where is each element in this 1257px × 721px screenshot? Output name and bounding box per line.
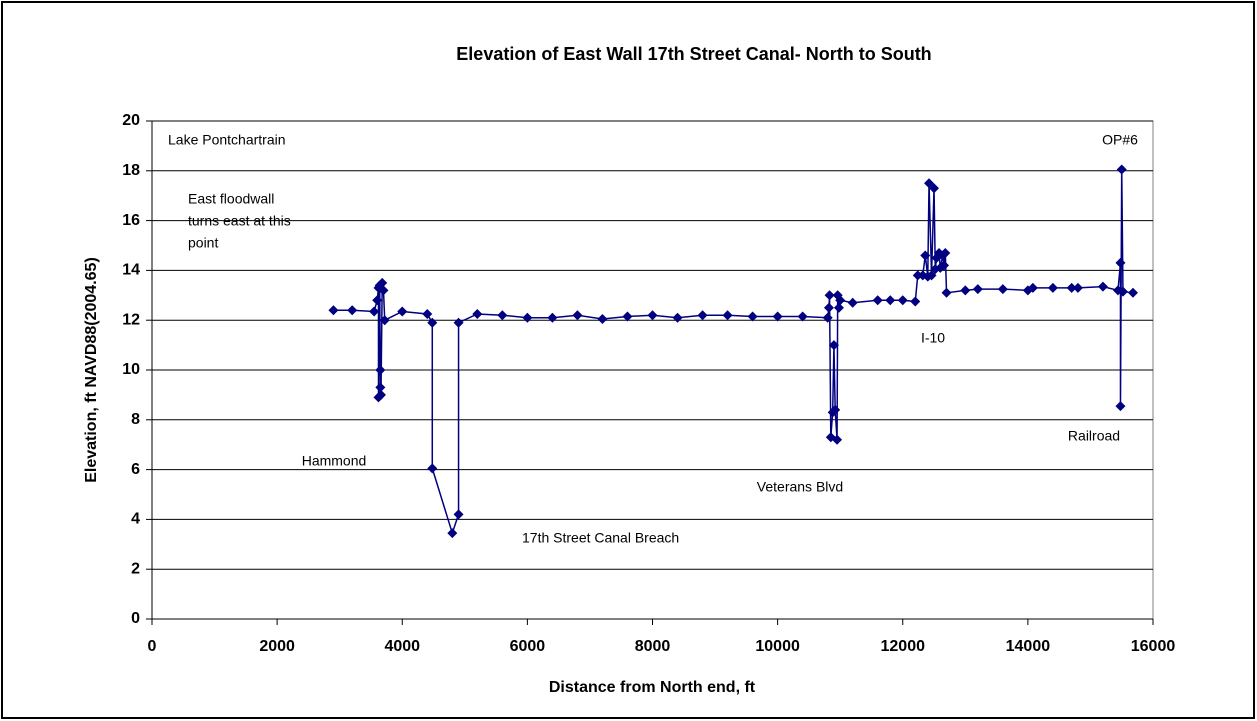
data-point bbox=[830, 404, 841, 415]
data-point bbox=[672, 312, 683, 323]
data-point bbox=[422, 308, 433, 319]
data-point bbox=[897, 295, 908, 306]
data-point bbox=[931, 252, 942, 263]
y-tick-label: 2 bbox=[131, 560, 140, 577]
data-point bbox=[1127, 287, 1138, 298]
data-point bbox=[1116, 164, 1127, 175]
x-tick-label: 16000 bbox=[1131, 638, 1176, 655]
y-tick-label: 18 bbox=[122, 162, 140, 179]
y-tick-label: 14 bbox=[122, 262, 140, 279]
data-point bbox=[647, 310, 658, 321]
data-point bbox=[1027, 282, 1038, 293]
data-point bbox=[1097, 281, 1108, 292]
x-tick-label: 12000 bbox=[881, 638, 926, 655]
data-point bbox=[497, 310, 508, 321]
annotation: I-10 bbox=[921, 330, 945, 346]
x-tick-label: 2000 bbox=[259, 638, 295, 655]
data-point bbox=[378, 285, 389, 296]
data-point bbox=[939, 260, 950, 271]
data-point bbox=[772, 311, 783, 322]
data-point bbox=[1115, 257, 1126, 268]
y-tick-label: 8 bbox=[131, 411, 140, 428]
data-point bbox=[547, 312, 558, 323]
data-point bbox=[372, 295, 383, 306]
data-point bbox=[427, 463, 438, 474]
data-point bbox=[453, 509, 464, 520]
data-point bbox=[832, 434, 843, 445]
data-point bbox=[747, 311, 758, 322]
data-point bbox=[427, 317, 438, 328]
data-point bbox=[1115, 401, 1126, 412]
y-tick-label: 10 bbox=[122, 361, 140, 378]
annotation: point bbox=[188, 235, 218, 251]
data-point bbox=[397, 306, 408, 317]
data-point bbox=[1117, 286, 1128, 297]
data-point bbox=[960, 285, 971, 296]
data-point bbox=[833, 302, 844, 313]
annotation: OP#6 bbox=[1102, 132, 1138, 148]
data-point bbox=[697, 310, 708, 321]
y-tick-label: 4 bbox=[131, 511, 140, 528]
data-point bbox=[941, 287, 952, 298]
annotation: Lake Pontchartrain bbox=[168, 132, 286, 148]
data-point bbox=[885, 295, 896, 306]
data-point bbox=[929, 183, 940, 194]
data-point bbox=[328, 305, 339, 316]
data-point bbox=[572, 310, 583, 321]
chart-title: Elevation of East Wall 17th Street Canal… bbox=[456, 44, 931, 64]
data-point bbox=[847, 297, 858, 308]
data-point bbox=[347, 305, 358, 316]
data-point bbox=[872, 295, 883, 306]
data-point bbox=[822, 312, 833, 323]
data-point bbox=[997, 284, 1008, 295]
data-point bbox=[622, 311, 633, 322]
data-point bbox=[375, 382, 386, 393]
y-tick-label: 6 bbox=[131, 461, 140, 478]
data-point bbox=[377, 277, 388, 288]
data-point bbox=[447, 528, 458, 539]
x-tick-label: 10000 bbox=[755, 638, 800, 655]
data-point bbox=[453, 317, 464, 328]
annotation: 17th Street Canal Breach bbox=[522, 530, 679, 546]
data-point bbox=[472, 308, 483, 319]
x-tick-label: 6000 bbox=[510, 638, 546, 655]
y-tick-label: 12 bbox=[122, 311, 140, 328]
data-point bbox=[375, 389, 386, 400]
annotation: Veterans Blvd bbox=[757, 479, 843, 495]
data-point bbox=[369, 306, 380, 317]
data-point bbox=[797, 311, 808, 322]
data-point bbox=[1047, 282, 1058, 293]
x-tick-label: 0 bbox=[148, 638, 157, 655]
x-tick-label: 14000 bbox=[1006, 638, 1051, 655]
data-point bbox=[912, 270, 923, 281]
data-point bbox=[835, 295, 846, 306]
annotation: Railroad bbox=[1068, 428, 1120, 444]
data-point bbox=[823, 302, 834, 313]
data-point bbox=[597, 313, 608, 324]
data-point bbox=[920, 250, 931, 261]
x-tick-label: 4000 bbox=[384, 638, 420, 655]
data-point bbox=[910, 296, 921, 307]
data-point bbox=[1066, 282, 1077, 293]
data-point bbox=[828, 340, 839, 351]
data-point bbox=[824, 290, 835, 301]
data-point bbox=[1072, 282, 1083, 293]
data-point bbox=[940, 247, 951, 258]
x-tick-label: 8000 bbox=[635, 638, 671, 655]
data-point bbox=[379, 315, 390, 326]
data-point bbox=[375, 365, 386, 375]
y-tick-label: 0 bbox=[131, 610, 140, 627]
y-axis-label: Elevation, ft NAVD88(2004.65) bbox=[83, 257, 100, 483]
annotation: East floodwall bbox=[188, 191, 274, 207]
data-point bbox=[972, 284, 983, 295]
data-point bbox=[722, 310, 733, 321]
x-axis-label: Distance from North end, ft bbox=[549, 679, 756, 696]
y-tick-label: 20 bbox=[122, 112, 140, 129]
annotation: Hammond bbox=[302, 453, 367, 469]
data-point bbox=[522, 312, 533, 323]
y-tick-label: 16 bbox=[122, 212, 140, 229]
annotation: turns east at this bbox=[188, 213, 291, 229]
